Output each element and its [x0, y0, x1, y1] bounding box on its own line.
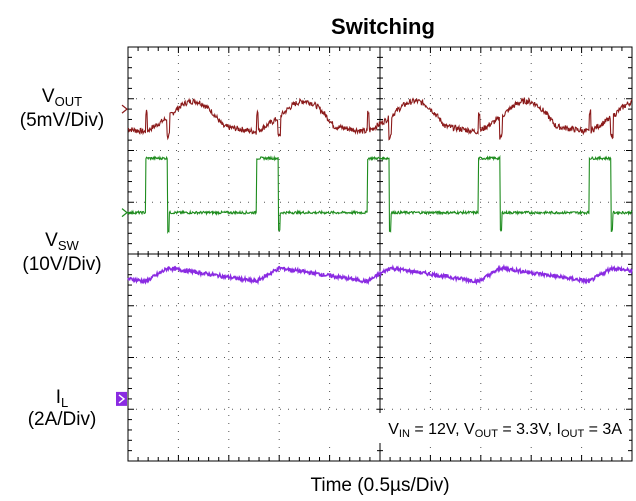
vout-ground-marker: [121, 104, 128, 114]
vout-channel-label: VOUT: [42, 86, 82, 109]
vsw-scale-label: (10V/Div): [22, 254, 101, 275]
il-ground-marker-arrow: [118, 394, 126, 404]
il-ground-marker: [116, 391, 127, 406]
chart-title: Switching: [331, 14, 435, 39]
x-axis-label: Time (0.5µs/Div): [310, 475, 449, 496]
vout-scale-label: (5mV/Div): [20, 110, 104, 131]
vsw-channel-label: VSW: [45, 230, 79, 253]
conditions-annotation: VIN = 12V, VOUT = 3.3V, IOUT = 3A: [388, 421, 622, 440]
vsw-trace: [127, 154, 633, 235]
vout-trace: [127, 96, 633, 141]
il-scale-label: (2A/Div): [28, 409, 97, 430]
il-channel-label: IL: [56, 387, 69, 410]
vsw-ground-marker: [121, 208, 128, 218]
il-trace: [127, 263, 633, 286]
channel-markers: [116, 104, 128, 406]
conditions-backdrop: [294, 413, 629, 443]
scope-grid: [127, 46, 633, 462]
scope-traces: [127, 96, 633, 286]
